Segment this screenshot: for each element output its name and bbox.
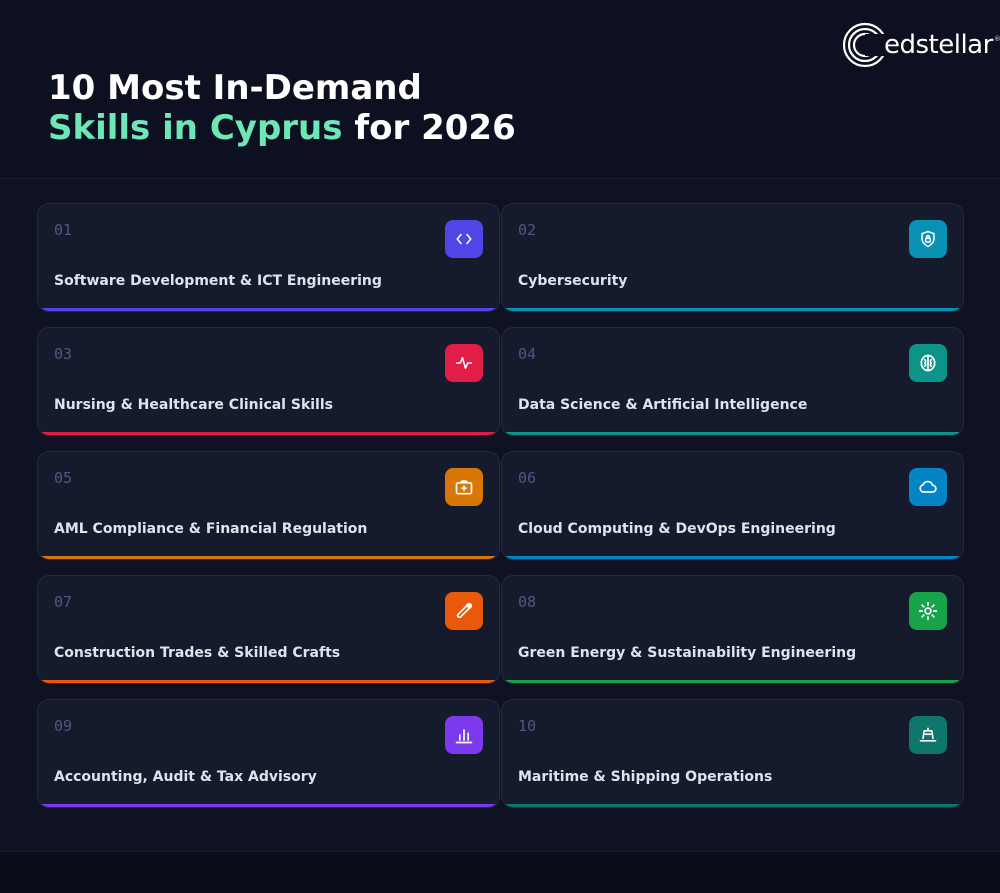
skill-label: AML Compliance & Financial Regulation [54,521,368,537]
ship-icon [909,716,947,754]
bar-chart-icon [445,716,483,754]
accent-bar [502,556,963,559]
skill-number: 01 [54,221,73,239]
skill-number: 04 [518,345,537,363]
cloud-icon [909,468,947,506]
shield-lock-icon [909,220,947,258]
accent-bar [38,680,499,683]
wrench-icon [445,592,483,630]
accent-bar [38,432,499,435]
skill-card-06: 06 Cloud Computing & DevOps Engineering [501,451,964,560]
heartbeat-icon [445,344,483,382]
skill-card-10: 10 Maritime & Shipping Operations [501,699,964,808]
skill-label: Construction Trades & Skilled Crafts [54,645,341,661]
logo-registered-mark: ® [993,35,1000,43]
accent-bar [502,432,963,435]
skill-card-05: 05 AML Compliance & Financial Regulation [37,451,500,560]
title-line1: 10 Most In-Demand [48,68,422,108]
edstellar-logo: edstellar ® [842,21,1000,69]
skill-card-09: 09 Accounting, Audit & Tax Advisory [37,699,500,808]
skill-number: 09 [54,717,73,735]
skill-label: Software Development & ICT Engineering [54,273,382,289]
accent-bar [502,804,963,807]
skill-card-04: 04 Data Science & Artificial Intelligenc… [501,327,964,436]
skill-card-03: 03 Nursing & Healthcare Clinical Skills [37,327,500,436]
briefcase-icon [445,468,483,506]
code-icon [445,220,483,258]
skill-number: 02 [518,221,537,239]
skill-card-07: 07 Construction Trades & Skilled Crafts [37,575,500,684]
skill-label: Accounting, Audit & Tax Advisory [54,769,317,785]
title-accent: Skills in Cyprus [48,108,343,148]
logo-text: edstellar [884,30,993,60]
brain-icon [909,344,947,382]
skill-card-08: 08 Green Energy & Sustainability Enginee… [501,575,964,684]
page-title: 10 Most In-Demand Skills in Cyprus for 2… [48,68,516,148]
skills-grid: 01 Software Development & ICT Engineerin… [37,203,964,808]
accent-bar [38,804,499,807]
skills-section: 01 Software Development & ICT Engineerin… [0,179,1000,851]
logo-circles-icon [842,22,888,68]
skill-number: 03 [54,345,73,363]
skill-card-01: 01 Software Development & ICT Engineerin… [37,203,500,312]
accent-bar [502,308,963,311]
skill-label: Green Energy & Sustainability Engineerin… [518,645,857,661]
skill-number: 07 [54,593,73,611]
title-rest: for 2026 [342,108,516,148]
skill-label: Maritime & Shipping Operations [518,769,773,785]
skill-number: 06 [518,469,537,487]
sun-icon [909,592,947,630]
skill-number: 08 [518,593,537,611]
skill-label: Data Science & Artificial Intelligence [518,397,808,413]
header: 10 Most In-Demand Skills in Cyprus for 2… [0,0,1000,179]
skill-number: 10 [518,717,537,735]
skill-number: 05 [54,469,73,487]
accent-bar [502,680,963,683]
skill-label: Nursing & Healthcare Clinical Skills [54,397,333,413]
accent-bar [38,308,499,311]
skill-label: Cybersecurity [518,273,628,289]
accent-bar [38,556,499,559]
skill-card-02: 02 Cybersecurity [501,203,964,312]
footer [0,851,1000,893]
skill-label: Cloud Computing & DevOps Engineering [518,521,836,537]
